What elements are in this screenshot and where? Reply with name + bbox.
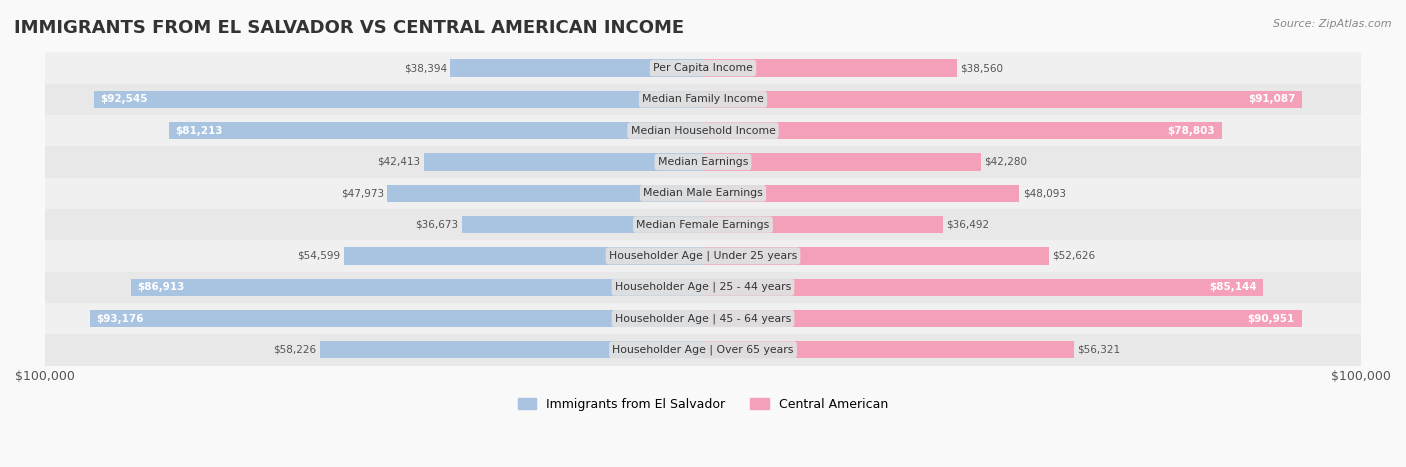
- Text: $93,176: $93,176: [97, 313, 143, 324]
- Bar: [703, 279, 1264, 296]
- Bar: [703, 248, 1049, 264]
- Bar: [169, 122, 703, 139]
- Bar: [45, 177, 1361, 209]
- Text: Median Earnings: Median Earnings: [658, 157, 748, 167]
- Text: Householder Age | Under 25 years: Householder Age | Under 25 years: [609, 251, 797, 261]
- Text: Median Household Income: Median Household Income: [630, 126, 776, 135]
- Bar: [703, 341, 1074, 359]
- Bar: [703, 216, 943, 233]
- Text: $36,492: $36,492: [946, 219, 990, 230]
- Text: $78,803: $78,803: [1167, 126, 1215, 135]
- Text: $92,545: $92,545: [101, 94, 148, 104]
- Text: $47,973: $47,973: [340, 188, 384, 198]
- Bar: [461, 216, 703, 233]
- Text: $56,321: $56,321: [1077, 345, 1121, 355]
- Bar: [703, 184, 1019, 202]
- Bar: [703, 91, 1302, 108]
- Bar: [703, 122, 1222, 139]
- Text: Householder Age | Over 65 years: Householder Age | Over 65 years: [612, 345, 794, 355]
- Legend: Immigrants from El Salvador, Central American: Immigrants from El Salvador, Central Ame…: [513, 393, 893, 416]
- Bar: [703, 153, 981, 170]
- Bar: [319, 341, 703, 359]
- Text: $48,093: $48,093: [1022, 188, 1066, 198]
- Bar: [343, 248, 703, 264]
- Text: Source: ZipAtlas.com: Source: ZipAtlas.com: [1274, 19, 1392, 28]
- Bar: [450, 59, 703, 77]
- Text: $91,087: $91,087: [1249, 94, 1296, 104]
- Bar: [45, 334, 1361, 366]
- Bar: [387, 184, 703, 202]
- Text: $38,560: $38,560: [960, 63, 1002, 73]
- Bar: [45, 84, 1361, 115]
- Bar: [94, 91, 703, 108]
- Bar: [45, 52, 1361, 84]
- Text: $38,394: $38,394: [404, 63, 447, 73]
- Text: Per Capita Income: Per Capita Income: [652, 63, 754, 73]
- Text: Median Female Earnings: Median Female Earnings: [637, 219, 769, 230]
- Text: $86,913: $86,913: [138, 282, 186, 292]
- Text: $90,951: $90,951: [1247, 313, 1295, 324]
- Text: $42,413: $42,413: [377, 157, 420, 167]
- Bar: [423, 153, 703, 170]
- Text: $58,226: $58,226: [273, 345, 316, 355]
- Bar: [45, 146, 1361, 177]
- Bar: [45, 209, 1361, 240]
- Bar: [45, 240, 1361, 272]
- Bar: [703, 310, 1302, 327]
- Text: $85,144: $85,144: [1209, 282, 1257, 292]
- Text: Median Family Income: Median Family Income: [643, 94, 763, 104]
- Text: $36,673: $36,673: [415, 219, 458, 230]
- Text: $81,213: $81,213: [176, 126, 222, 135]
- Bar: [131, 279, 703, 296]
- Bar: [703, 59, 956, 77]
- Text: IMMIGRANTS FROM EL SALVADOR VS CENTRAL AMERICAN INCOME: IMMIGRANTS FROM EL SALVADOR VS CENTRAL A…: [14, 19, 685, 37]
- Bar: [45, 303, 1361, 334]
- Text: $52,626: $52,626: [1053, 251, 1095, 261]
- Text: $54,599: $54,599: [297, 251, 340, 261]
- Bar: [45, 115, 1361, 146]
- Text: $42,280: $42,280: [984, 157, 1028, 167]
- Text: Median Male Earnings: Median Male Earnings: [643, 188, 763, 198]
- Text: Householder Age | 25 - 44 years: Householder Age | 25 - 44 years: [614, 282, 792, 292]
- Bar: [90, 310, 703, 327]
- Bar: [45, 272, 1361, 303]
- Text: Householder Age | 45 - 64 years: Householder Age | 45 - 64 years: [614, 313, 792, 324]
